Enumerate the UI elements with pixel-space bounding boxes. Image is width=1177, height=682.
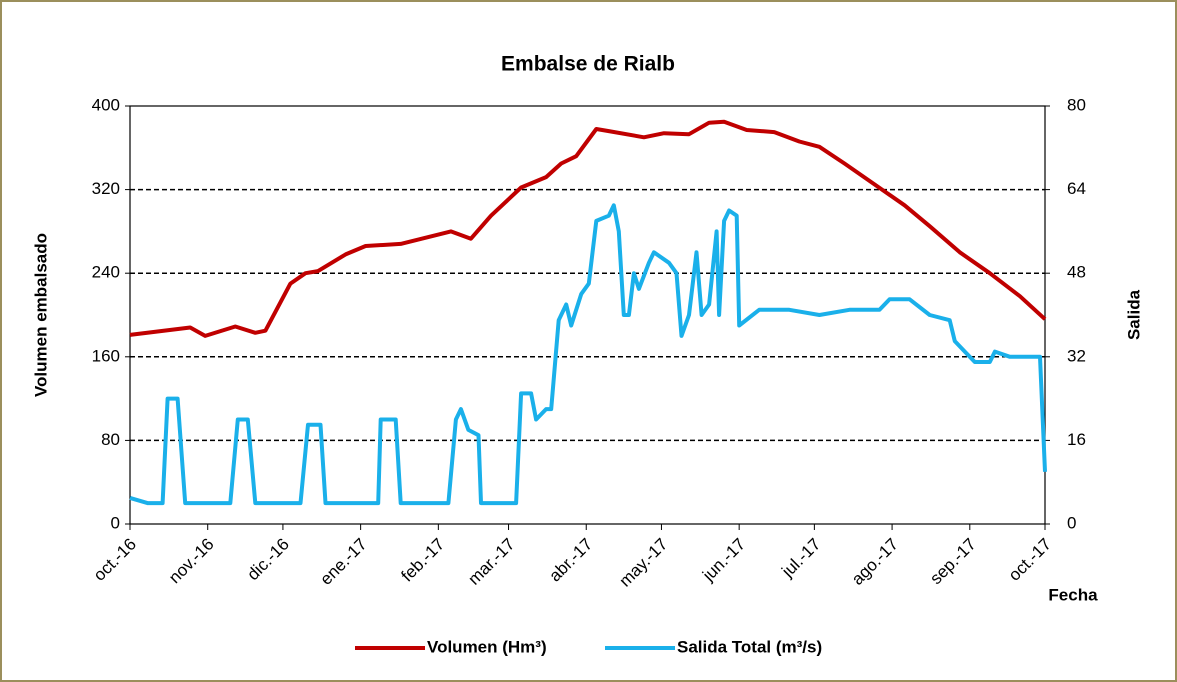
- series-line: [129, 119, 1047, 338]
- y2-tick-label: 48: [1067, 263, 1086, 282]
- y-tick-label: 160: [92, 346, 120, 365]
- legend-label: Volumen (Hm³): [427, 637, 547, 656]
- legend-label: Salida Total (m³/s): [677, 637, 822, 656]
- x-axis-label: Fecha: [1048, 585, 1098, 604]
- y2-tick-label: 16: [1067, 430, 1086, 449]
- y2-tick-label: 32: [1067, 346, 1086, 365]
- y2-axis-label: Salida: [1124, 289, 1143, 340]
- y2-tick-label: 80: [1067, 95, 1086, 114]
- chart-title: Embalse de Rialb: [501, 53, 675, 76]
- y-axis-label: Volumen embalsado: [31, 233, 50, 397]
- y2-tick-label: 64: [1067, 179, 1086, 198]
- y-tick-label: 0: [111, 513, 120, 532]
- y2-tick-label: 0: [1067, 513, 1076, 532]
- series-line: [129, 203, 1047, 506]
- y-tick-label: 400: [92, 95, 120, 114]
- y-tick-label: 80: [101, 430, 120, 449]
- y-tick-label: 320: [92, 179, 120, 198]
- y-tick-label: 240: [92, 263, 120, 282]
- plot-frame: [129, 105, 1046, 525]
